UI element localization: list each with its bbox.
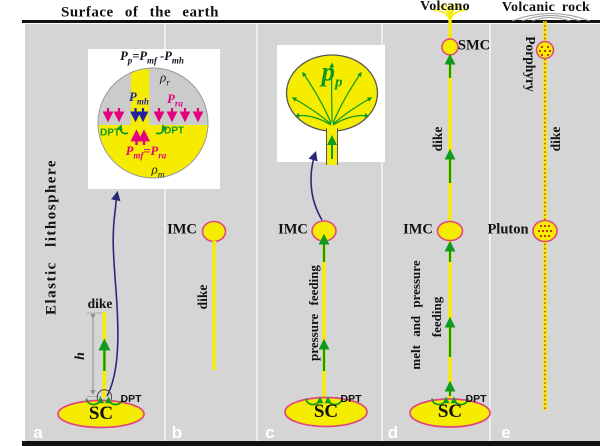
dpt-right-label-inset: DPT bbox=[164, 125, 184, 137]
panel-letter-a: a bbox=[33, 423, 43, 442]
pluton-label: Pluton bbox=[487, 221, 529, 238]
volcano-title: Volcano bbox=[420, 0, 470, 14]
porphyry-label: Porphyry bbox=[523, 36, 538, 92]
melt-pressure-feeding-label-line2: feeding bbox=[429, 296, 444, 338]
surface-title: Surface of the earth bbox=[60, 4, 220, 21]
dpt-label-c: DPT bbox=[340, 393, 362, 405]
roof-density-label: ρr bbox=[160, 69, 170, 89]
pressure-feeding-label: pressure feeding bbox=[306, 265, 321, 361]
panel-divider-de bbox=[489, 24, 491, 441]
source-chamber-label-a: SC bbox=[88, 403, 114, 424]
magma-foot-pressure-label: Pmf=Pra bbox=[125, 143, 167, 161]
dike-label-b: dike bbox=[195, 284, 210, 310]
dike-label-d: dike bbox=[430, 126, 445, 152]
panel-divider-ab bbox=[164, 24, 166, 441]
panel-letter-b: b bbox=[171, 423, 183, 442]
imc-label-b: IMC bbox=[167, 221, 197, 238]
overpressure-label: pp bbox=[321, 56, 343, 91]
dike-height-label: h bbox=[73, 352, 88, 360]
elastic-lithosphere-label: Elastic lithosphere bbox=[43, 159, 60, 315]
panel-divider-cd bbox=[381, 24, 383, 441]
magma-head-pressure-label: Pmh bbox=[129, 89, 149, 107]
dike-label-e: dike bbox=[548, 126, 563, 152]
dpt-left-label-inset: DPT bbox=[100, 127, 120, 139]
dpt-label-d: DPT bbox=[465, 393, 487, 405]
imc-label-d: IMC bbox=[403, 221, 433, 238]
earth-surface-line bbox=[22, 20, 600, 23]
panel-letter-c: c bbox=[265, 423, 275, 442]
magma-density-label: ρm bbox=[151, 161, 165, 181]
panel-divider-bc bbox=[256, 24, 258, 441]
panel-letter-d: d bbox=[387, 423, 399, 442]
smc-label-d: SMC bbox=[457, 37, 491, 54]
source-chamber-label-d: SC bbox=[437, 401, 463, 422]
volcanic-rock-title: Volcanic rock bbox=[501, 0, 591, 15]
melt-pressure-feeding-label-line1: melt and pressure bbox=[408, 260, 423, 370]
rock-load-pressure-label: Pra bbox=[167, 91, 183, 109]
pressure-equation: Pp=Pmf -Pmh bbox=[120, 48, 184, 66]
source-chamber-label-c: SC bbox=[313, 401, 339, 422]
bottom-bar bbox=[22, 441, 600, 446]
panel-letter-e: e bbox=[501, 423, 511, 442]
dike-label-a: dike bbox=[87, 296, 113, 311]
dpt-label-a: DPT bbox=[120, 393, 142, 405]
imc-label-c: IMC bbox=[278, 221, 308, 238]
